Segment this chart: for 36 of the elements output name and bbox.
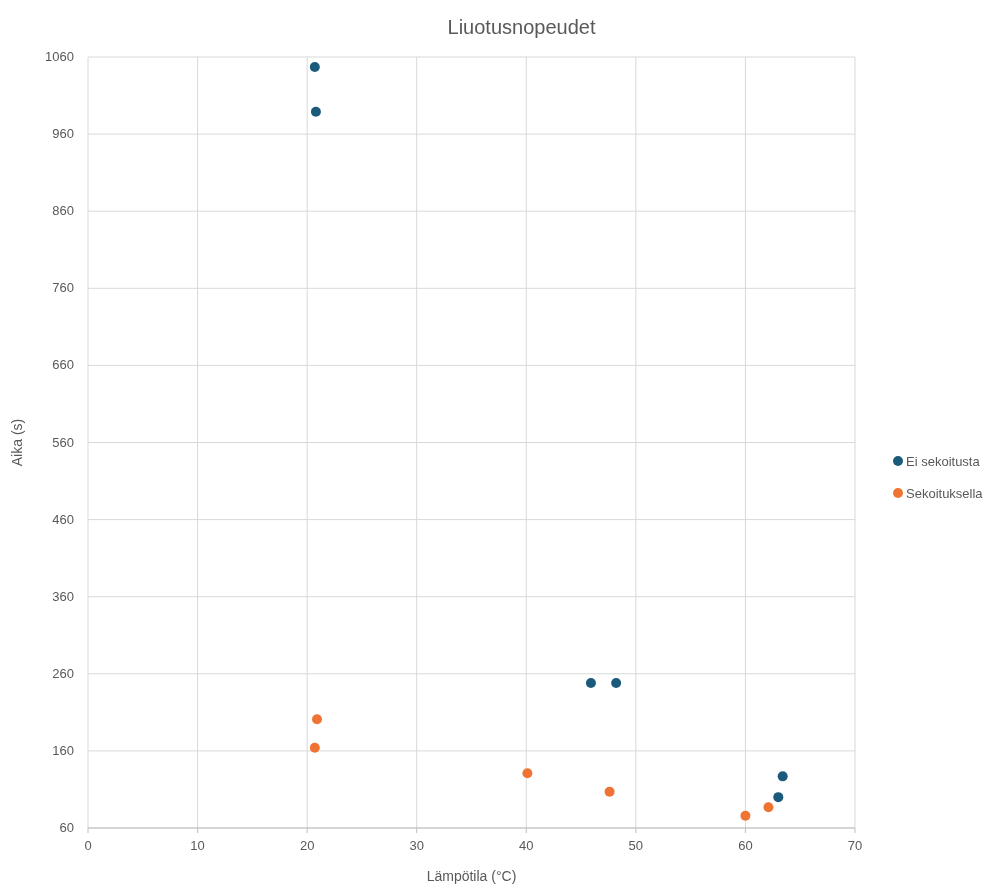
x-axis-title: Lämpötila (°C) xyxy=(426,868,517,884)
point xyxy=(611,678,622,689)
y-tick-label: 760 xyxy=(52,280,74,296)
x-tick-label: 60 xyxy=(738,838,753,853)
y-tick-label: 460 xyxy=(52,511,74,527)
x-tick-label: 40 xyxy=(519,838,534,853)
legend-label: Sekoituksella xyxy=(906,486,984,501)
point xyxy=(310,106,321,117)
x-tick-label: 30 xyxy=(409,838,424,853)
point xyxy=(309,62,320,73)
y-tick-label: 160 xyxy=(52,742,74,758)
y-tick-label: 860 xyxy=(52,203,74,219)
y-tick-label: 60 xyxy=(59,820,74,835)
y-tick-label: 960 xyxy=(52,126,74,142)
x-tick-label: 0 xyxy=(84,838,92,853)
x-tick-label: 70 xyxy=(847,838,863,853)
y-tick-label: 1060 xyxy=(45,49,74,64)
legend-label: Ei sekoitusta xyxy=(906,454,981,469)
y-tick-label: 560 xyxy=(52,434,74,450)
chart-title: Liuotusnopeudet xyxy=(447,16,596,38)
point xyxy=(763,802,774,813)
point xyxy=(777,771,788,782)
x-tick-label: 20 xyxy=(299,838,315,853)
x-tick-label: 50 xyxy=(628,838,644,853)
point xyxy=(585,678,596,689)
point xyxy=(309,742,320,753)
point xyxy=(604,786,615,797)
x-tick-label: 10 xyxy=(190,838,205,853)
point xyxy=(312,714,322,725)
point xyxy=(773,792,784,803)
y-tick-label: 360 xyxy=(52,588,74,604)
y-tick-label: 260 xyxy=(52,665,74,681)
y-axis-title: Aika (s) xyxy=(9,418,25,467)
point xyxy=(740,810,751,821)
point xyxy=(522,768,533,779)
y-tick-label: 660 xyxy=(52,357,74,373)
